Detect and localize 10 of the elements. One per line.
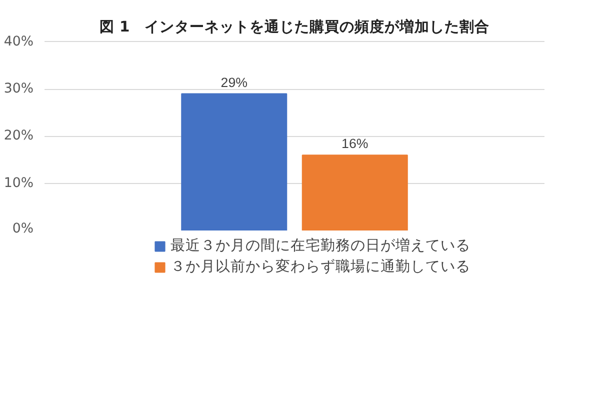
chart-title: 図 1 インターネットを通じた購買の頻度が増加した割合 xyxy=(99,18,490,36)
y-tick-label: 0% xyxy=(12,222,34,236)
legend-label: 最近３か月の間に在宅勤務の日が増えている xyxy=(170,236,470,255)
y-tick-label: 10% xyxy=(4,176,34,191)
data-label: 29% xyxy=(220,74,248,90)
legend-label: ３か月以前から変わらず職場に通勤している xyxy=(170,257,470,276)
y-tick-label: 30% xyxy=(4,82,34,97)
data-label: 16% xyxy=(342,136,368,152)
y-tick-label: 40% xyxy=(4,34,34,50)
y-tick-label: 20% xyxy=(4,128,34,144)
